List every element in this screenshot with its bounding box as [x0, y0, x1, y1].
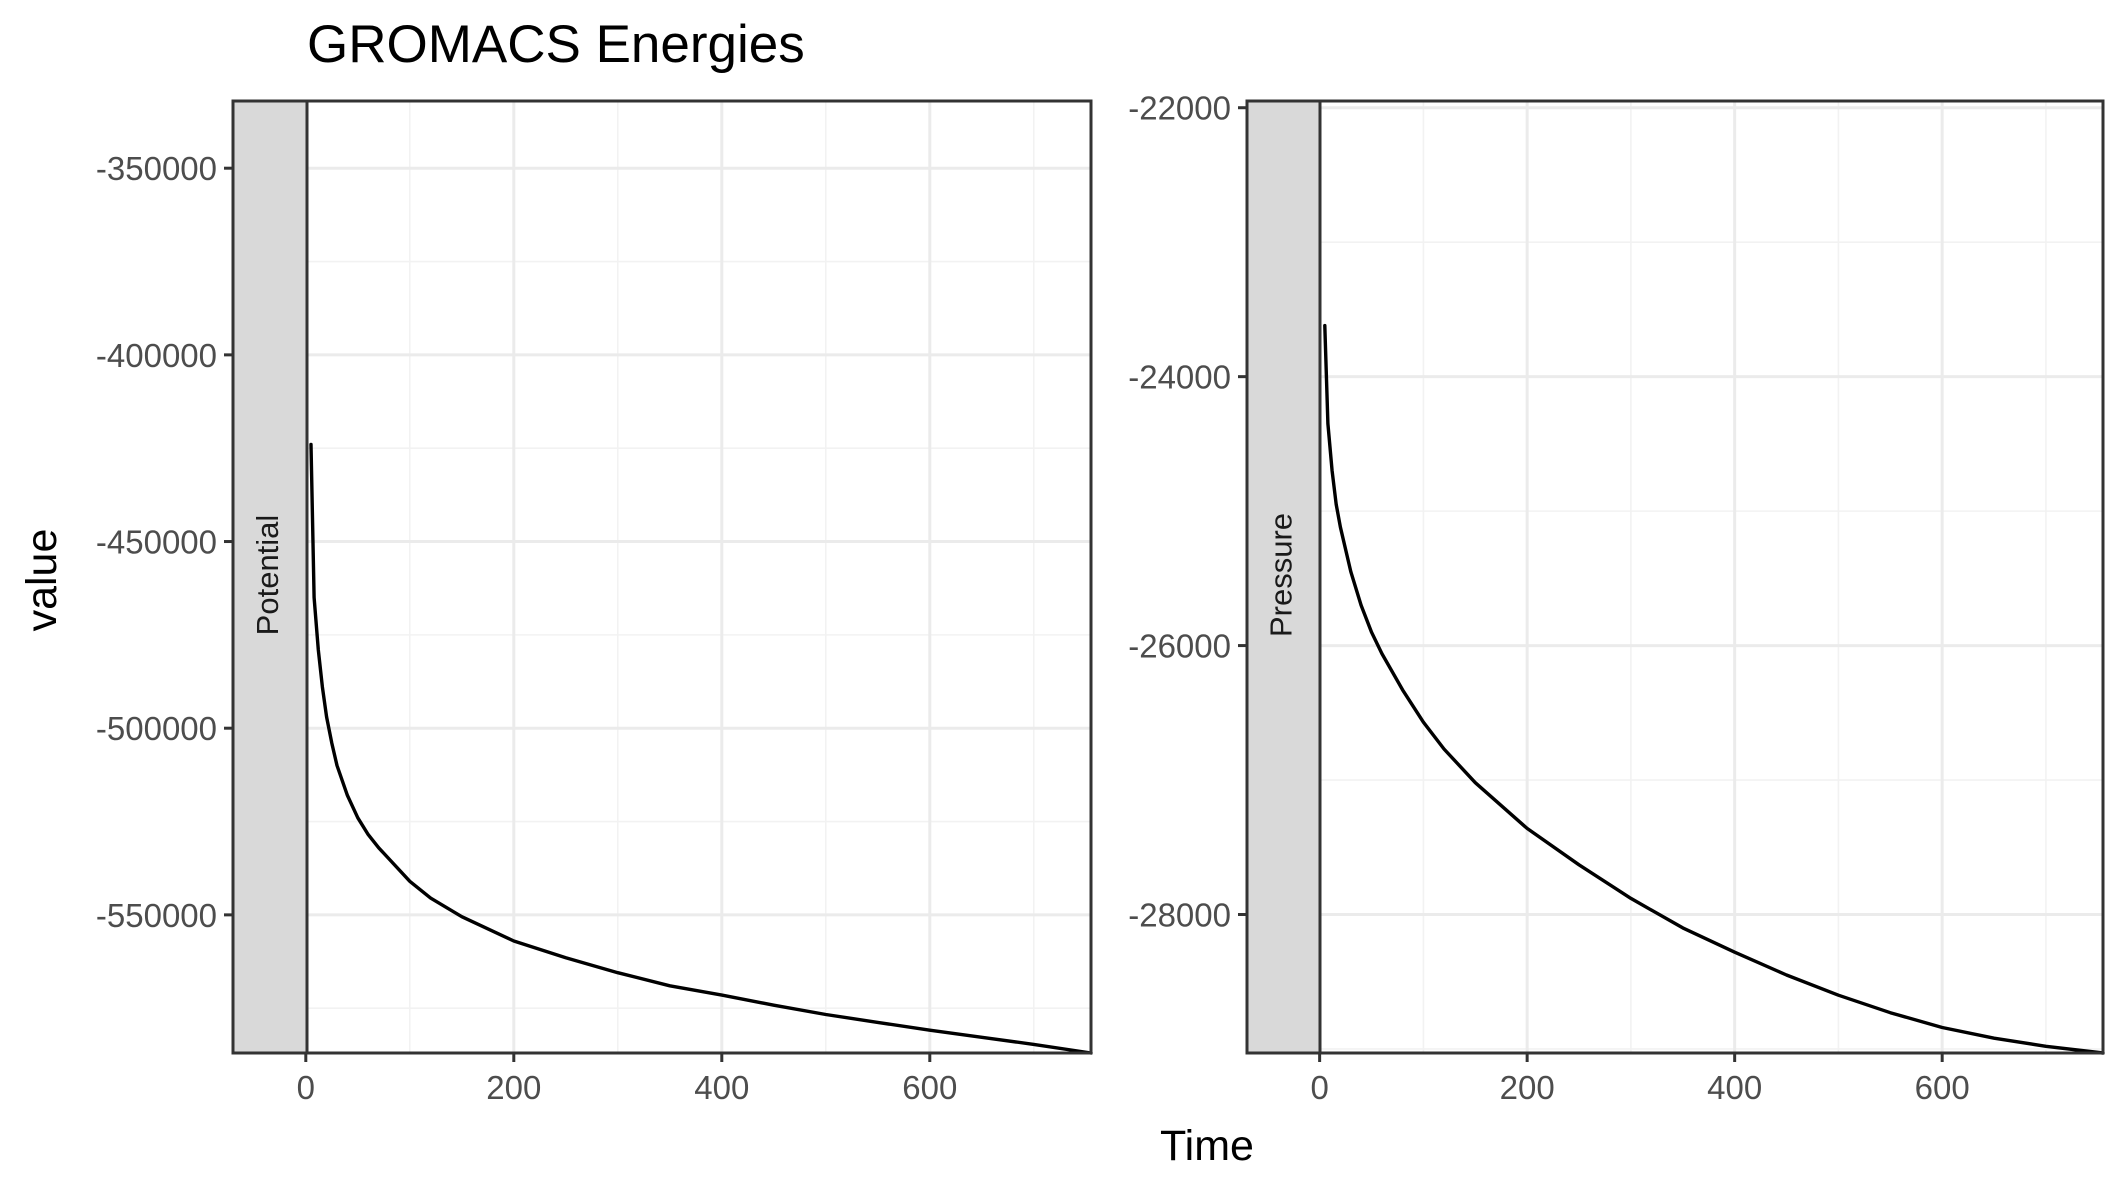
x-tick-label: 200 [486, 1069, 541, 1106]
chart-title: GROMACS Energies [307, 15, 805, 74]
y-tick-label: -500000 [96, 710, 217, 747]
y-tick-label: -24000 [1128, 359, 1231, 396]
y-tick-label: -550000 [96, 897, 217, 934]
y-tick-label: -28000 [1128, 897, 1231, 934]
y-axis-title: value [18, 529, 66, 632]
y-tick-label: -450000 [96, 524, 217, 561]
panel-background [307, 101, 1091, 1053]
y-tick-label: -350000 [96, 150, 217, 187]
series-line-pressure [1323, 323, 2105, 1055]
x-tick-label: 600 [902, 1069, 957, 1106]
panel-border [1245, 99, 2105, 1055]
x-tick-label: 0 [297, 1069, 315, 1106]
x-tick-label: 400 [1707, 1069, 1762, 1106]
x-tick-label: 600 [1915, 1069, 1970, 1106]
x-tick-label: 200 [1500, 1069, 1555, 1106]
facet-strip-label: Potential [250, 515, 285, 636]
x-tick-label: 400 [694, 1069, 749, 1106]
y-tick-label: -26000 [1128, 628, 1231, 665]
facet-panel-pressure: Pressure 0 200 400 600 -22000 -24000 -26000 -280… [1128, 90, 2105, 1106]
x-tick-label: 0 [1310, 1069, 1328, 1106]
y-tick-label: -400000 [96, 337, 217, 374]
series-line-potential [309, 442, 1093, 1055]
facet-strip [1245, 99, 1322, 1055]
facet-panel-potential: Potential 0 200 400 600 -350000 -400000 -450000… [96, 99, 1093, 1106]
panel-border [231, 99, 1093, 1055]
panel-background [1320, 101, 2103, 1053]
facet-strip-label: Pressure [1264, 513, 1299, 637]
y-tick-label: -22000 [1128, 90, 1231, 127]
x-axis-title: Time [1160, 1122, 1254, 1170]
